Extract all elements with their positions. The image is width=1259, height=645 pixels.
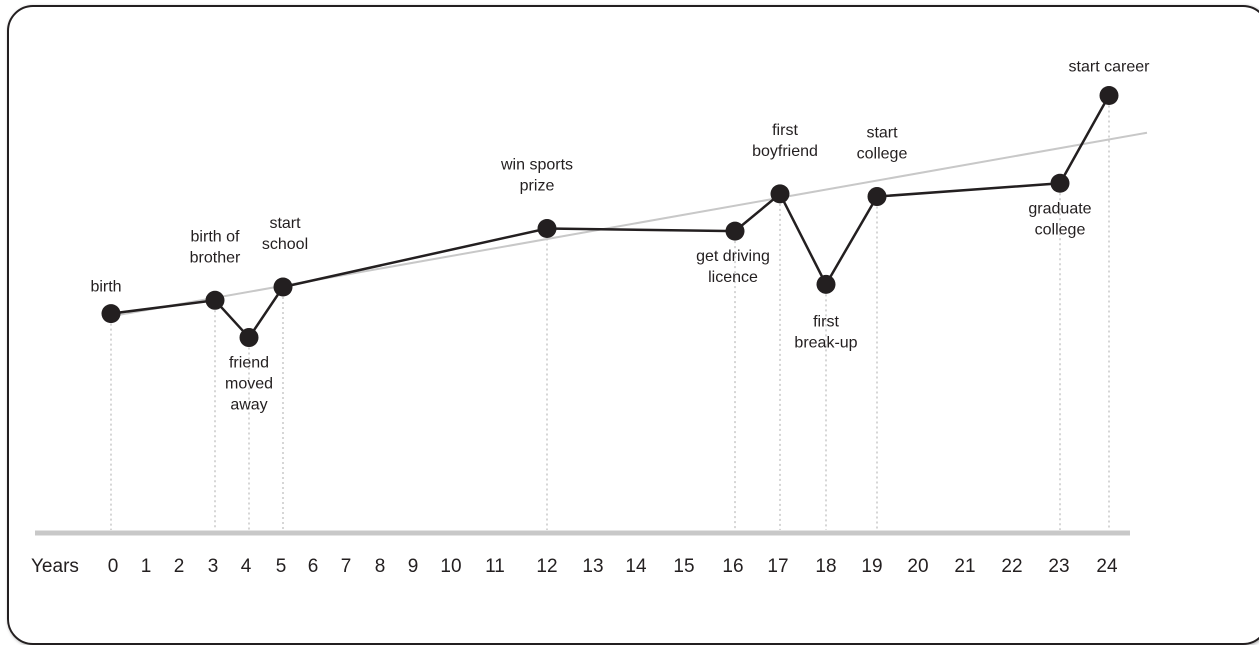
series-line <box>110 94 1111 340</box>
data-point <box>1050 173 1070 193</box>
data-point <box>770 184 790 204</box>
x-tick-label: 3 <box>208 556 219 577</box>
point-label: graduate <box>1028 200 1091 217</box>
x-tick-label: 22 <box>1001 556 1022 577</box>
x-tick-label: 0 <box>108 556 119 577</box>
x-tick-label: 20 <box>907 556 928 577</box>
data-point <box>239 328 259 348</box>
x-tick-label: 11 <box>485 556 505 577</box>
point-label: birth of <box>191 228 240 245</box>
data-point <box>1099 85 1119 105</box>
point-label: moved <box>225 376 273 393</box>
point-label: brother <box>190 249 241 266</box>
x-tick-label: 14 <box>625 556 647 577</box>
point-labels: birth birth of brother friend moved away start… <box>90 58 1150 413</box>
x-tick-labels: 0 1 2 3 4 5 6 7 8 9 10 11 12 13 14 15 16 17 18 19 20 21 22 23 24 <box>108 556 1118 577</box>
data-points <box>101 85 1119 348</box>
point-label: start <box>866 125 898 142</box>
x-tick-label: 12 <box>536 556 557 577</box>
drop-lines <box>110 95 1110 530</box>
x-tick-label: 18 <box>815 556 836 577</box>
x-tick-label: 13 <box>582 556 603 577</box>
point-label: college <box>1035 221 1086 238</box>
x-tick-label: 4 <box>241 556 252 577</box>
data-point <box>101 304 121 324</box>
x-tick-label: 15 <box>673 556 694 577</box>
data-point <box>205 290 225 310</box>
point-label: licence <box>708 269 758 286</box>
x-axis-label: Years <box>31 556 79 577</box>
x-tick-label: 7 <box>341 556 352 577</box>
x-tick-label: 24 <box>1096 556 1118 577</box>
x-tick-label: 9 <box>408 556 419 577</box>
x-tick-label: 16 <box>722 556 743 577</box>
chart-frame <box>7 5 1259 645</box>
point-label: school <box>262 236 308 253</box>
x-tick-label: 2 <box>174 556 185 577</box>
point-label: away <box>230 397 267 414</box>
trend-line <box>110 131 1148 318</box>
point-label: start <box>269 215 301 232</box>
data-point <box>867 187 887 207</box>
x-tick-label: 8 <box>375 556 386 577</box>
x-tick-label: 23 <box>1048 556 1069 577</box>
point-label: college <box>857 146 908 163</box>
x-tick-label: 21 <box>954 556 975 577</box>
x-tick-label: 5 <box>276 556 287 577</box>
point-label: start career <box>1069 58 1151 75</box>
data-point <box>816 274 836 294</box>
point-label: get driving <box>696 248 770 265</box>
data-point <box>725 221 745 241</box>
x-tick-label: 1 <box>141 556 152 577</box>
point-label: friend <box>229 355 269 372</box>
data-point <box>537 218 557 238</box>
x-tick-label: 19 <box>861 556 882 577</box>
point-label: first <box>772 122 798 139</box>
x-tick-label: 6 <box>308 556 319 577</box>
point-label: break-up <box>794 334 857 351</box>
point-label: boyfriend <box>752 143 818 160</box>
x-tick-label: 17 <box>767 556 788 577</box>
point-label: birth <box>90 279 121 296</box>
life-events-chart: birth birth of brother friend moved away start… <box>31 58 1150 577</box>
point-label: prize <box>520 177 555 194</box>
point-label: first <box>813 313 839 330</box>
point-label: win sports <box>500 156 573 173</box>
data-point <box>273 277 293 297</box>
x-tick-label: 10 <box>440 556 461 577</box>
